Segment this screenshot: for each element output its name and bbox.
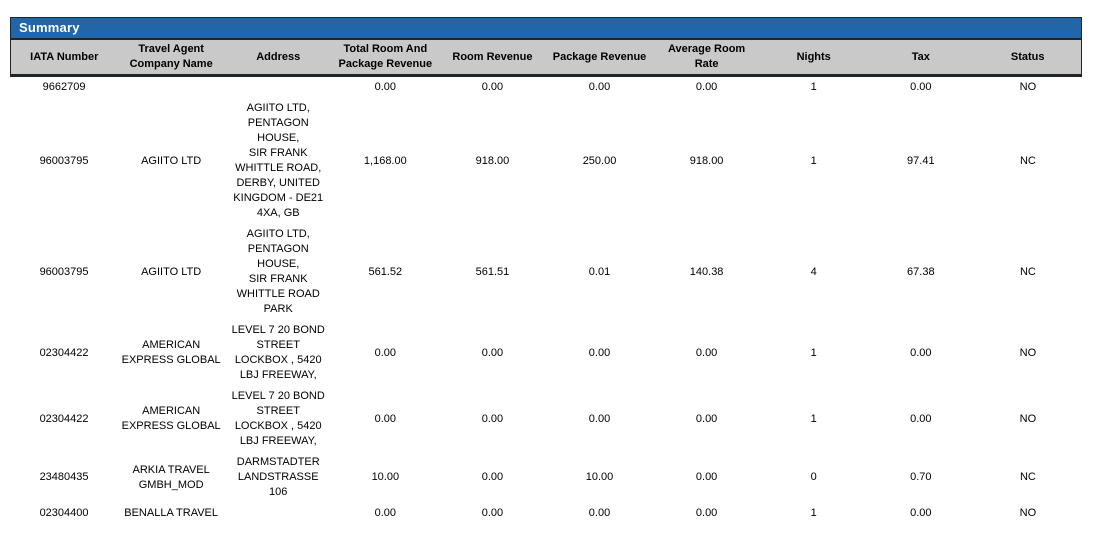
cell-tax: 97.41	[867, 98, 975, 224]
cell-iata_number: 02304422	[10, 386, 118, 452]
cell-company_name: AMERICAN EXPRESS GLOBAL	[117, 386, 225, 452]
cell-status: NC	[974, 452, 1082, 503]
cell-status: NC	[974, 98, 1082, 224]
cell-tax: 0.70	[867, 452, 975, 503]
cell-address: DARMSTADTER LANDSTRASSE 106	[224, 452, 332, 503]
cell-nights: 0	[760, 452, 868, 503]
cell-room_revenue: 0.00	[438, 386, 546, 452]
column-header-status: Status	[974, 40, 1083, 77]
column-header-nights: Nights	[760, 40, 868, 77]
cell-company_name: BENALLA TRAVEL	[117, 503, 225, 524]
cell-total_revenue: 561.52	[331, 224, 439, 320]
cell-room_revenue: 561.51	[438, 224, 546, 320]
cell-company_name: AGIITO LTD	[117, 98, 225, 224]
summary-table-header: IATA Number Travel Agent Company Name Addr…	[9, 40, 1083, 77]
table-row: 96003795 AGIITO LTD AGIITO LTD, PENTAGON H…	[10, 224, 1082, 320]
cell-total_revenue: 0.00	[331, 386, 439, 452]
cell-tax: 0.00	[867, 386, 975, 452]
cell-nights: 4	[760, 224, 868, 320]
cell-package_revenue: 10.00	[545, 452, 654, 503]
cell-package_revenue: 0.00	[545, 386, 654, 452]
column-header-package_revenue: Package Revenue	[545, 40, 654, 77]
cell-avg_room_rate: 0.00	[653, 452, 761, 503]
cell-status: NO	[974, 503, 1082, 524]
cell-package_revenue: 0.00	[545, 503, 654, 524]
cell-company_name	[117, 75, 225, 98]
cell-avg_room_rate: 918.00	[653, 98, 761, 224]
cell-total_revenue: 0.00	[331, 503, 439, 524]
cell-nights: 1	[760, 320, 868, 386]
cell-iata_number: 02304422	[10, 320, 118, 386]
cell-iata_number: 23480435	[10, 452, 118, 503]
cell-tax: 67.38	[867, 224, 975, 320]
table-row: 96003795 AGIITO LTD AGIITO LTD, PENTAGON H…	[10, 98, 1082, 224]
cell-address	[224, 75, 332, 98]
summary-table-body: 9662709 0.00 0.00 0.00 0.00 1 0.00 NO 96003795 AG…	[10, 75, 1082, 524]
column-header-company_name: Travel Agent Company Name	[117, 40, 225, 77]
cell-iata_number: 96003795	[10, 98, 118, 224]
cell-package_revenue: 250.00	[545, 98, 654, 224]
summary-table-container: Summary IATA Number Travel Agent Company …	[9, 17, 1083, 524]
cell-package_revenue: 0.00	[545, 75, 654, 98]
cell-avg_room_rate: 0.00	[653, 320, 761, 386]
cell-iata_number: 02304400	[10, 503, 118, 524]
table-row: 02304422 AMERICAN EXPRESS GLOBAL LEVEL 7 2…	[10, 386, 1082, 452]
cell-address: AGIITO LTD, PENTAGON HOUSE, SIR FRANK WH…	[224, 98, 332, 224]
cell-nights: 1	[760, 503, 868, 524]
table-row: 02304422 AMERICAN EXPRESS GLOBAL LEVEL 7 2…	[10, 320, 1082, 386]
cell-tax: 0.00	[867, 320, 975, 386]
column-header-tax: Tax	[867, 40, 975, 77]
column-header-room_revenue: Room Revenue	[438, 40, 546, 77]
cell-status: NO	[974, 75, 1082, 98]
cell-avg_room_rate: 0.00	[653, 503, 761, 524]
cell-room_revenue: 0.00	[438, 503, 546, 524]
cell-package_revenue: 0.01	[545, 224, 654, 320]
cell-address: LEVEL 7 20 BOND STREET LOCKBOX , 5420 LB…	[224, 386, 332, 452]
table-row: 02304400 BENALLA TRAVEL 0.00 0.00 0.00 0.00 1 0…	[10, 503, 1082, 524]
cell-address: LEVEL 7 20 BOND STREET LOCKBOX , 5420 LB…	[224, 320, 332, 386]
cell-avg_room_rate: 0.00	[653, 386, 761, 452]
header-row: IATA Number Travel Agent Company Name Addr…	[9, 40, 1083, 77]
cell-address: AGIITO LTD, PENTAGON HOUSE, SIR FRANK WH…	[224, 224, 332, 320]
column-header-iata_number: IATA Number	[9, 40, 118, 77]
column-header-address: Address	[224, 40, 332, 77]
column-header-avg_room_rate: Average Room Rate	[653, 40, 761, 77]
cell-avg_room_rate: 140.38	[653, 224, 761, 320]
cell-status: NO	[974, 386, 1082, 452]
cell-nights: 1	[760, 386, 868, 452]
cell-company_name: AGIITO LTD	[117, 224, 225, 320]
cell-total_revenue: 1,168.00	[331, 98, 439, 224]
cell-tax: 0.00	[867, 503, 975, 524]
cell-total_revenue: 10.00	[331, 452, 439, 503]
cell-nights: 1	[760, 75, 868, 98]
cell-nights: 1	[760, 98, 868, 224]
cell-total_revenue: 0.00	[331, 320, 439, 386]
cell-tax: 0.00	[867, 75, 975, 98]
cell-iata_number: 96003795	[10, 224, 118, 320]
cell-iata_number: 9662709	[10, 75, 118, 98]
summary-title: Summary	[19, 20, 80, 35]
cell-room_revenue: 918.00	[438, 98, 546, 224]
cell-room_revenue: 0.00	[438, 452, 546, 503]
cell-total_revenue: 0.00	[331, 75, 439, 98]
cell-company_name: AMERICAN EXPRESS GLOBAL	[117, 320, 225, 386]
table-row: 23480435 ARKIA TRAVEL GMBH_MOD DARMSTADTER…	[10, 452, 1082, 503]
cell-status: NC	[974, 224, 1082, 320]
column-header-total_revenue: Total Room And Package Revenue	[331, 40, 439, 77]
cell-package_revenue: 0.00	[545, 320, 654, 386]
summary-table: IATA Number Travel Agent Company Name Addr…	[9, 40, 1083, 524]
summary-title-bar: Summary	[10, 17, 1082, 40]
cell-avg_room_rate: 0.00	[653, 75, 761, 98]
cell-company_name: ARKIA TRAVEL GMBH_MOD	[117, 452, 225, 503]
cell-room_revenue: 0.00	[438, 320, 546, 386]
table-row: 9662709 0.00 0.00 0.00 0.00 1 0.00 NO	[10, 75, 1082, 98]
cell-address	[224, 503, 332, 524]
cell-status: NO	[974, 320, 1082, 386]
cell-room_revenue: 0.00	[438, 75, 546, 98]
